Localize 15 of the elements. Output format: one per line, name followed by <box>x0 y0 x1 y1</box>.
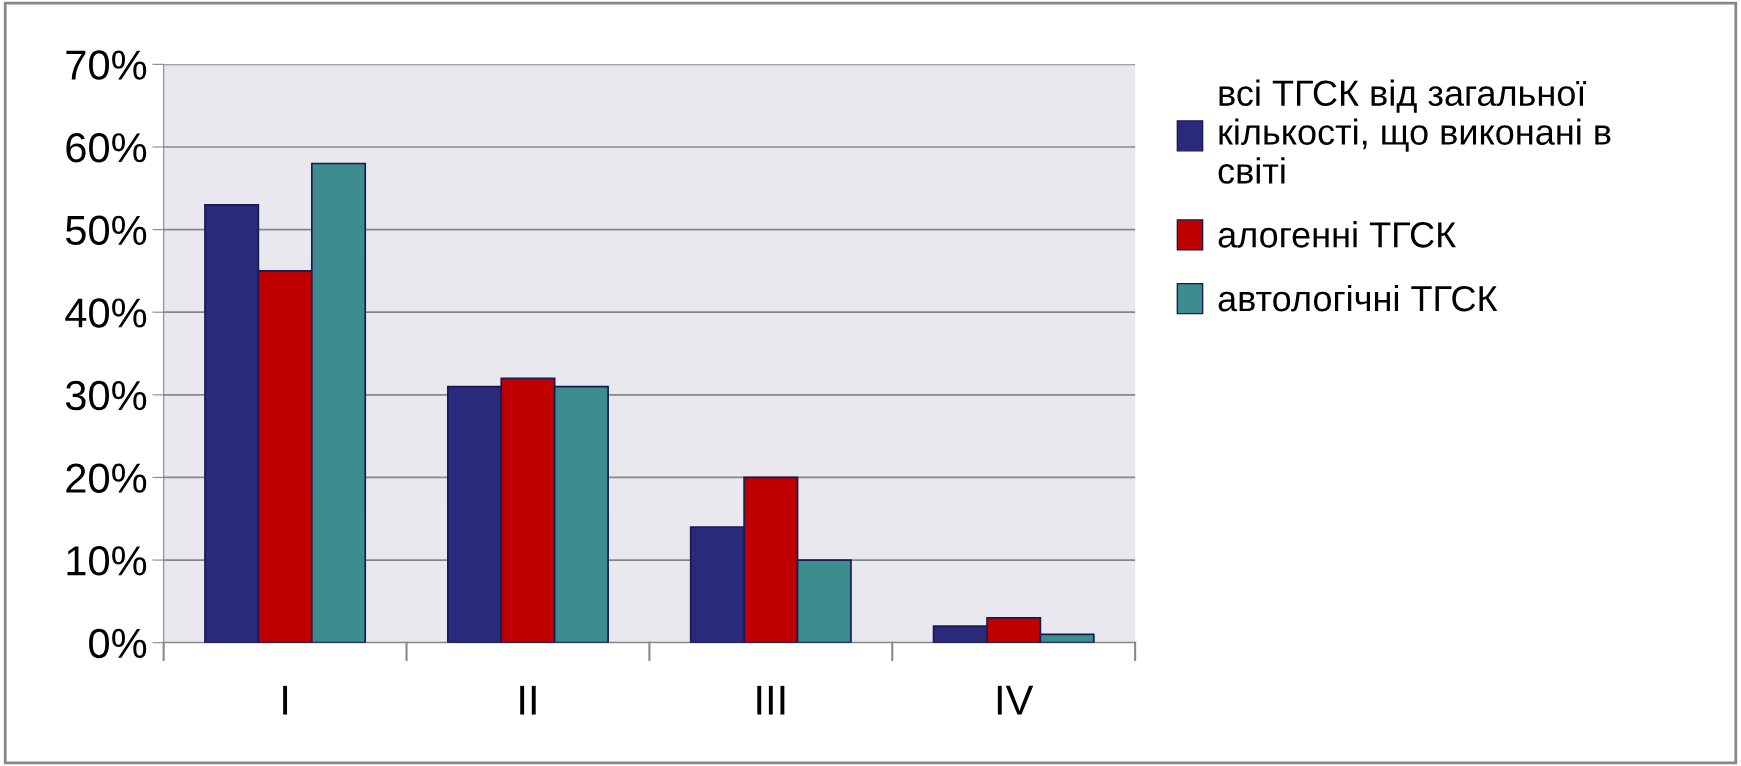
legend-label: всі ТГСК від загальної кількості, що виконані в світі <box>1218 79 1611 184</box>
x-tick-label: II <box>520 685 536 715</box>
y-tick-label: 10% <box>67 546 147 576</box>
legend-label: автологічні ТГСК <box>1218 284 1498 312</box>
x-tick-label: III <box>757 685 785 715</box>
x-tick-label: I <box>283 685 288 715</box>
x-tick-label: IV <box>997 685 1034 715</box>
y-tick-label: 30% <box>65 380 147 411</box>
y-tick-label: 70% <box>66 50 147 80</box>
y-tick-label: 60% <box>66 132 147 163</box>
y-tick-label: 0% <box>89 628 147 659</box>
y-tick-label: 50% <box>65 215 147 246</box>
y-tick-label: 40% <box>65 298 147 328</box>
y-tick-label: 20% <box>66 463 147 493</box>
legend-label: алогенні ТГСК <box>1218 221 1456 248</box>
